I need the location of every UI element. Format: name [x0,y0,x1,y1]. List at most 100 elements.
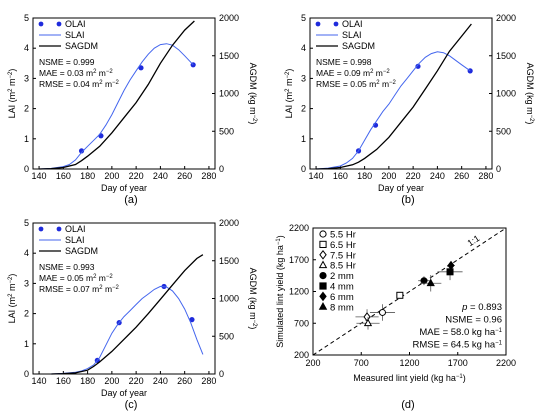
series-sagdm-line [39,20,195,170]
legend-label: 7.5 Hr [330,250,356,261]
stats-line: RMSE = 0.05 m2 m−2 [316,79,397,89]
y-left-tick-label: 5 [24,218,29,228]
y-left-title-sup: 2 [8,88,14,92]
legend-marker-triangle [318,302,328,310]
panel-b-chart: 140 160 180 200 220 240 260 2800123450500100015… [284,13,535,193]
x-axis-title: Measured lint yield (kg ha−1) [353,373,465,383]
y-title-base: Simulated lint yield (kg ha [275,245,285,348]
stats-text: NSME = 0.999 [39,57,95,67]
legend-label: 4 mm [330,282,354,293]
stats-sup2: −2 [383,69,391,75]
x-tick-label: 260 [177,171,192,181]
y-left-title-base: LAI (m [7,297,17,324]
y-left-title-sup2: −2 [8,71,14,79]
stats-line: MAE = 0.05 m2 m−2 [39,273,113,283]
legend-label: 2 mm [330,271,354,282]
x-tick-label: 140 [32,171,47,181]
legend-olai-marker [38,226,44,232]
y-title-end: ) [275,235,285,238]
y-left-tick-label: 4 [301,43,306,53]
panel-c-chart: 140 160 180 200 220 240 260 2800123450500100015… [7,218,258,398]
olai-point [138,65,144,71]
y-left-axis-title: LAI (m2 m−2) [7,274,17,324]
legend-label: 6.5 Hr [330,240,356,251]
stats-mid: m [96,68,105,78]
y-right-title-sup: −2 [251,115,257,123]
legend-slai-label: SLAI [65,30,85,40]
x-tick-label: 200 [381,171,396,181]
stats-sup: 2 [93,69,97,75]
one-to-one-line [312,227,507,356]
y-left-tick-label: 1 [301,134,306,144]
legend-marker-circle [319,272,327,280]
y-right-axis-title: AGDM (kg m−2) [525,63,535,125]
scatter-point-triangle [363,318,373,327]
legend-olai-label: OLAI [65,224,86,234]
y-left-tick-label: 5 [24,13,29,23]
y-left-tick-label: 4 [24,43,29,53]
x-tick-label: 700 [354,358,369,368]
legend-olai-marker [333,21,339,27]
x-tick-label: 160 [56,171,71,181]
y-left-title-mid: m [7,78,17,88]
y-left-title-mid: m [284,78,294,88]
y-left-title-sup: 2 [8,293,14,297]
y-right-tick-label: 500 [219,126,234,136]
stats-line: RMSE = 0.07 m2 m−2 [39,284,120,294]
scatter-point-diamond [363,312,371,322]
olai-point [415,63,421,69]
stats-line: RMSE = 64.5 kg ha−1 [413,340,503,351]
y-right-tick-label: 2000 [219,13,239,23]
legend-sagdm-label: SAGDM [65,41,98,51]
stats-sup: 2 [370,69,374,75]
y-left-title-sup: 2 [285,88,291,92]
y-right-tick-label: 500 [219,331,234,341]
stats-sup2: −2 [112,285,120,291]
x-tick-label: 260 [454,171,469,181]
y-left-tick-label: 1 [24,339,29,349]
y-right-title-base: AGDM (kg m [248,63,258,115]
legend-olai-marker [315,21,321,27]
legend-label: 5.5 Hr [330,230,356,241]
x-tick-label: 200 [305,358,320,368]
stats-sup2: −2 [106,69,114,75]
x-tick-label: 180 [357,171,372,181]
x-tick-label: 180 [80,171,95,181]
y-right-title-end: ) [248,326,258,329]
y-left-title-base: LAI (m [7,92,17,119]
x-tick-label: 160 [333,171,348,181]
x-title-base: Measured lint yield (kg ha [353,373,456,383]
y-right-title-base: AGDM (kg m [525,63,535,115]
stats-mid: m [103,79,112,89]
stats-text: NSME = 0.993 [39,262,95,272]
y-left-title-base: LAI (m [284,92,294,119]
stats-text: NSME = 0.998 [316,57,372,67]
y-left-tick-label: 2 [24,104,29,114]
legend-slai-label: SLAI [342,30,362,40]
y-left-tick-label: 1 [24,134,29,144]
stats-text: MAE = 0.05 m [39,273,93,283]
x-tick-label: 1200 [399,358,419,368]
panel-d-tag: (d) [401,399,414,411]
stats-text: = 0.893 [467,302,502,313]
y-left-tick-label: 3 [24,73,29,83]
y-right-tick-label: 1000 [219,294,239,304]
y-tick-label: 2200 [289,223,309,233]
x-tick-label: 280 [201,171,216,181]
legend-marker-square [319,240,327,249]
x-title-sup: −1 [456,374,464,380]
y-right-title-end: ) [525,121,535,124]
legend-olai-marker [38,21,44,27]
x-tick-label: 200 [104,376,119,386]
y-left-tick-label: 2 [301,104,306,114]
stats-sup2: −2 [389,80,397,86]
stats-text: MAE = 58.0 kg ha [419,327,495,338]
y-right-title-end: ) [248,121,258,124]
x-tick-label: 240 [153,171,168,181]
y-tick-label: 200 [294,350,309,360]
y-right-tick-label: 1500 [219,51,239,61]
y-right-tick-label: 2000 [219,218,239,228]
panel-a-chart: 140 160 180 200 220 240 260 2800123450500100015… [7,13,258,193]
stats-text: RMSE = 0.04 m [39,79,99,89]
y-left-tick-label: 3 [301,73,306,83]
